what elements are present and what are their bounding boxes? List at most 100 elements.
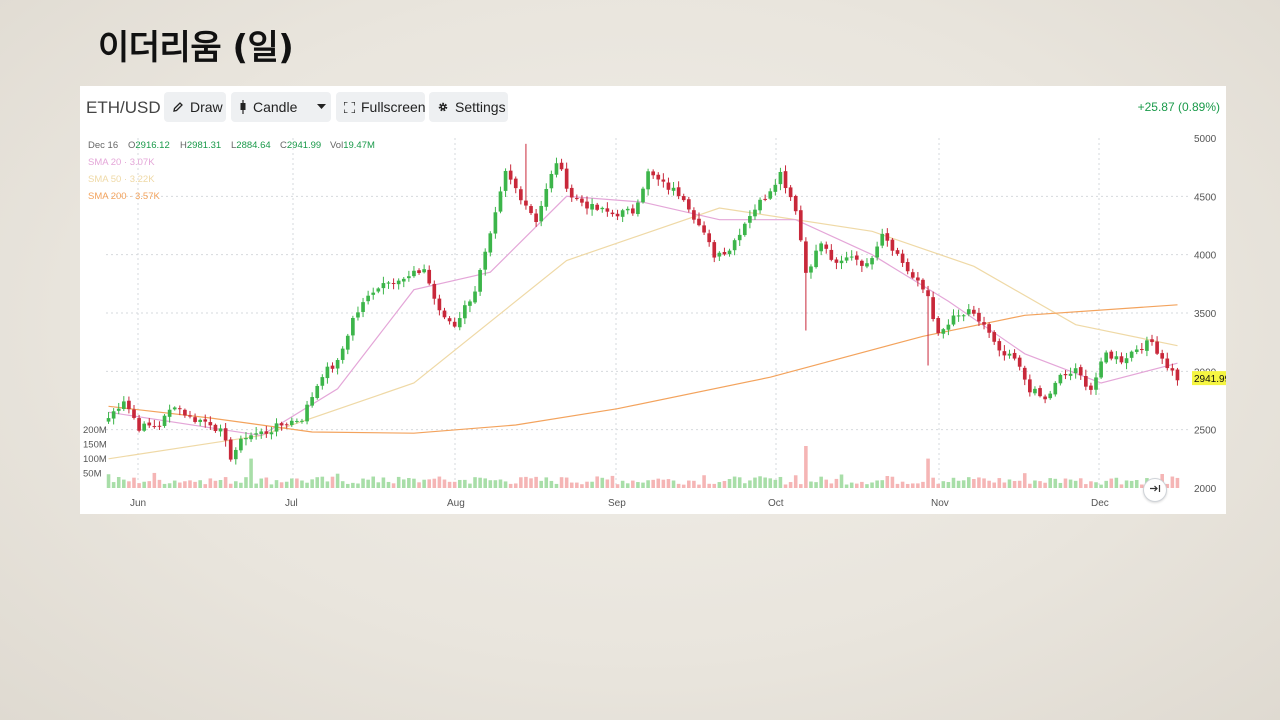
candle (742, 222, 747, 237)
candle-body (264, 431, 269, 434)
volume-bar (860, 481, 864, 488)
candle (854, 251, 859, 266)
draw-button[interactable]: Draw (164, 92, 226, 122)
candle-body (147, 422, 152, 426)
candle-body (844, 257, 849, 261)
candle-body (1139, 349, 1144, 351)
candle (1145, 336, 1149, 357)
volume-bar (218, 479, 223, 488)
candle-body (183, 409, 187, 416)
volume-bar (773, 479, 778, 488)
candle-body (839, 260, 844, 264)
candle (788, 185, 793, 201)
volume-bar (223, 477, 228, 488)
candle (1078, 364, 1083, 380)
candle-body (132, 409, 136, 418)
candle-body (798, 210, 803, 241)
candle (269, 426, 274, 440)
chart-type-select[interactable]: Candle (231, 92, 331, 122)
candle (463, 300, 467, 325)
volume-bar (905, 483, 910, 488)
fullscreen-button[interactable]: Fullscreen (336, 92, 426, 122)
candle (1073, 363, 1078, 379)
candle-body (860, 260, 864, 266)
x-tick-label: Nov (931, 498, 949, 509)
candle-body (1160, 353, 1165, 359)
candle-body (361, 302, 365, 312)
volume-bar (855, 483, 859, 488)
candle-body (1007, 353, 1012, 356)
volume-bar (778, 476, 783, 488)
last-price-label: 2941.99 (1194, 374, 1226, 385)
volume-bar (513, 483, 518, 488)
candle-body (1033, 388, 1037, 394)
volume-bar (1073, 480, 1078, 488)
volume-bar (478, 477, 482, 488)
candle (977, 307, 981, 326)
candle-body (335, 360, 340, 369)
candle-body (671, 187, 676, 191)
candle (1124, 352, 1129, 370)
volume-bar (615, 484, 620, 488)
settings-button[interactable]: Settings (429, 92, 508, 122)
volume-bar (661, 479, 666, 488)
candle (1017, 355, 1022, 371)
volume-bar (941, 481, 946, 488)
candle (1160, 349, 1165, 364)
candle (468, 299, 472, 313)
volume-bar (1012, 481, 1017, 488)
candle (152, 419, 157, 429)
candle-body (437, 298, 442, 311)
candle-body (656, 174, 661, 180)
volume-bar (437, 476, 442, 488)
volume-bar (814, 482, 818, 488)
candle-body (457, 318, 462, 328)
volume-bar (1053, 478, 1058, 488)
candle-body (742, 223, 747, 236)
candle-body (1129, 351, 1134, 358)
volume-bar (1094, 482, 1098, 488)
symbol-label[interactable]: ETH/USD (86, 98, 161, 117)
candle-body (244, 438, 248, 440)
volume-bar (890, 476, 895, 488)
candle (615, 209, 620, 221)
x-tick-label: Dec (1091, 498, 1109, 509)
fullscreen-icon (344, 101, 355, 113)
volume-bar (1033, 480, 1037, 488)
candle-body (407, 276, 411, 279)
candle-body (239, 438, 243, 451)
candle (116, 402, 121, 415)
candle (162, 414, 167, 428)
arrow-to-end-icon (1149, 484, 1161, 496)
candle-body (417, 270, 421, 274)
settings-label: Settings (455, 99, 506, 115)
volume-bar (799, 484, 803, 488)
volume-bar (147, 481, 152, 488)
candle (926, 285, 930, 366)
candle-body (834, 259, 839, 263)
volume-bar (636, 482, 640, 488)
volume-bar (508, 483, 513, 488)
scroll-to-latest-button[interactable] (1143, 478, 1167, 502)
volume-bar (498, 479, 503, 488)
candle-body (412, 270, 416, 277)
y-tick-label: 4500 (1194, 192, 1217, 203)
volume-bar (244, 477, 248, 488)
volume-bar (254, 483, 258, 488)
candle-body (1104, 352, 1109, 363)
candle-body (987, 324, 991, 333)
candle (585, 196, 589, 215)
volume-bar (1175, 477, 1180, 488)
candle-body (793, 195, 798, 212)
caret-down-icon (317, 104, 327, 110)
candle (844, 251, 849, 264)
volume-bar (356, 483, 360, 488)
candle-body (931, 297, 935, 320)
candle (132, 405, 136, 420)
candle (127, 396, 131, 414)
candle-body (483, 251, 488, 270)
volume-tick-label: 150M (83, 440, 107, 451)
candle-body (865, 263, 869, 267)
candlestick-chart[interactable]: 2000250030003500400045005000JunJulAugSep… (80, 86, 1226, 514)
volume-bar (590, 481, 594, 488)
